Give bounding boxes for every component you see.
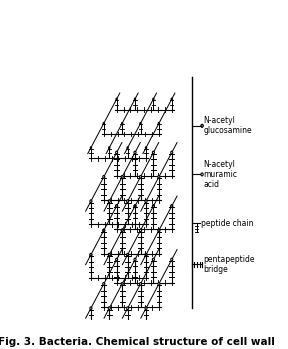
- Circle shape: [134, 258, 136, 261]
- Circle shape: [90, 147, 92, 149]
- Circle shape: [145, 307, 147, 310]
- Circle shape: [127, 253, 129, 256]
- Circle shape: [90, 307, 92, 310]
- Circle shape: [158, 229, 160, 232]
- Circle shape: [108, 307, 110, 310]
- Circle shape: [103, 176, 105, 178]
- Circle shape: [90, 200, 92, 202]
- Circle shape: [152, 151, 154, 154]
- Circle shape: [115, 151, 118, 154]
- Circle shape: [115, 258, 118, 261]
- Circle shape: [139, 229, 141, 232]
- Circle shape: [153, 98, 154, 100]
- Circle shape: [127, 147, 128, 149]
- Circle shape: [103, 122, 105, 124]
- Circle shape: [171, 258, 173, 261]
- Circle shape: [127, 200, 129, 202]
- Circle shape: [201, 173, 203, 176]
- Circle shape: [171, 205, 173, 207]
- Circle shape: [121, 176, 123, 178]
- Text: N-acetyl
muramic
acid: N-acetyl muramic acid: [203, 159, 237, 189]
- Circle shape: [140, 122, 141, 124]
- Circle shape: [139, 176, 141, 178]
- Circle shape: [134, 151, 136, 154]
- Circle shape: [121, 283, 123, 285]
- Text: Fig. 3. Bacteria. Chemical structure of cell wall: Fig. 3. Bacteria. Chemical structure of …: [0, 337, 275, 347]
- Text: N-acetyl
glucosamine: N-acetyl glucosamine: [203, 116, 252, 135]
- Circle shape: [201, 124, 203, 127]
- Text: pentapeptide
bridge: pentapeptide bridge: [203, 255, 255, 274]
- Circle shape: [171, 98, 173, 100]
- Text: peptide chain: peptide chain: [201, 218, 254, 228]
- Circle shape: [158, 176, 160, 178]
- Circle shape: [127, 307, 129, 310]
- Circle shape: [108, 253, 110, 256]
- Circle shape: [116, 98, 117, 100]
- Circle shape: [122, 122, 123, 124]
- Circle shape: [171, 151, 173, 154]
- Circle shape: [145, 200, 147, 202]
- Circle shape: [134, 205, 136, 207]
- Circle shape: [90, 253, 92, 256]
- Circle shape: [108, 200, 110, 202]
- Circle shape: [152, 258, 154, 261]
- Circle shape: [152, 205, 154, 207]
- Circle shape: [158, 122, 160, 124]
- Circle shape: [158, 283, 160, 285]
- Circle shape: [109, 147, 110, 149]
- Circle shape: [115, 205, 118, 207]
- Circle shape: [145, 253, 147, 256]
- Circle shape: [145, 147, 147, 149]
- Circle shape: [121, 229, 123, 232]
- Circle shape: [103, 283, 105, 285]
- Circle shape: [103, 229, 105, 232]
- Circle shape: [134, 98, 136, 100]
- Circle shape: [139, 283, 141, 285]
